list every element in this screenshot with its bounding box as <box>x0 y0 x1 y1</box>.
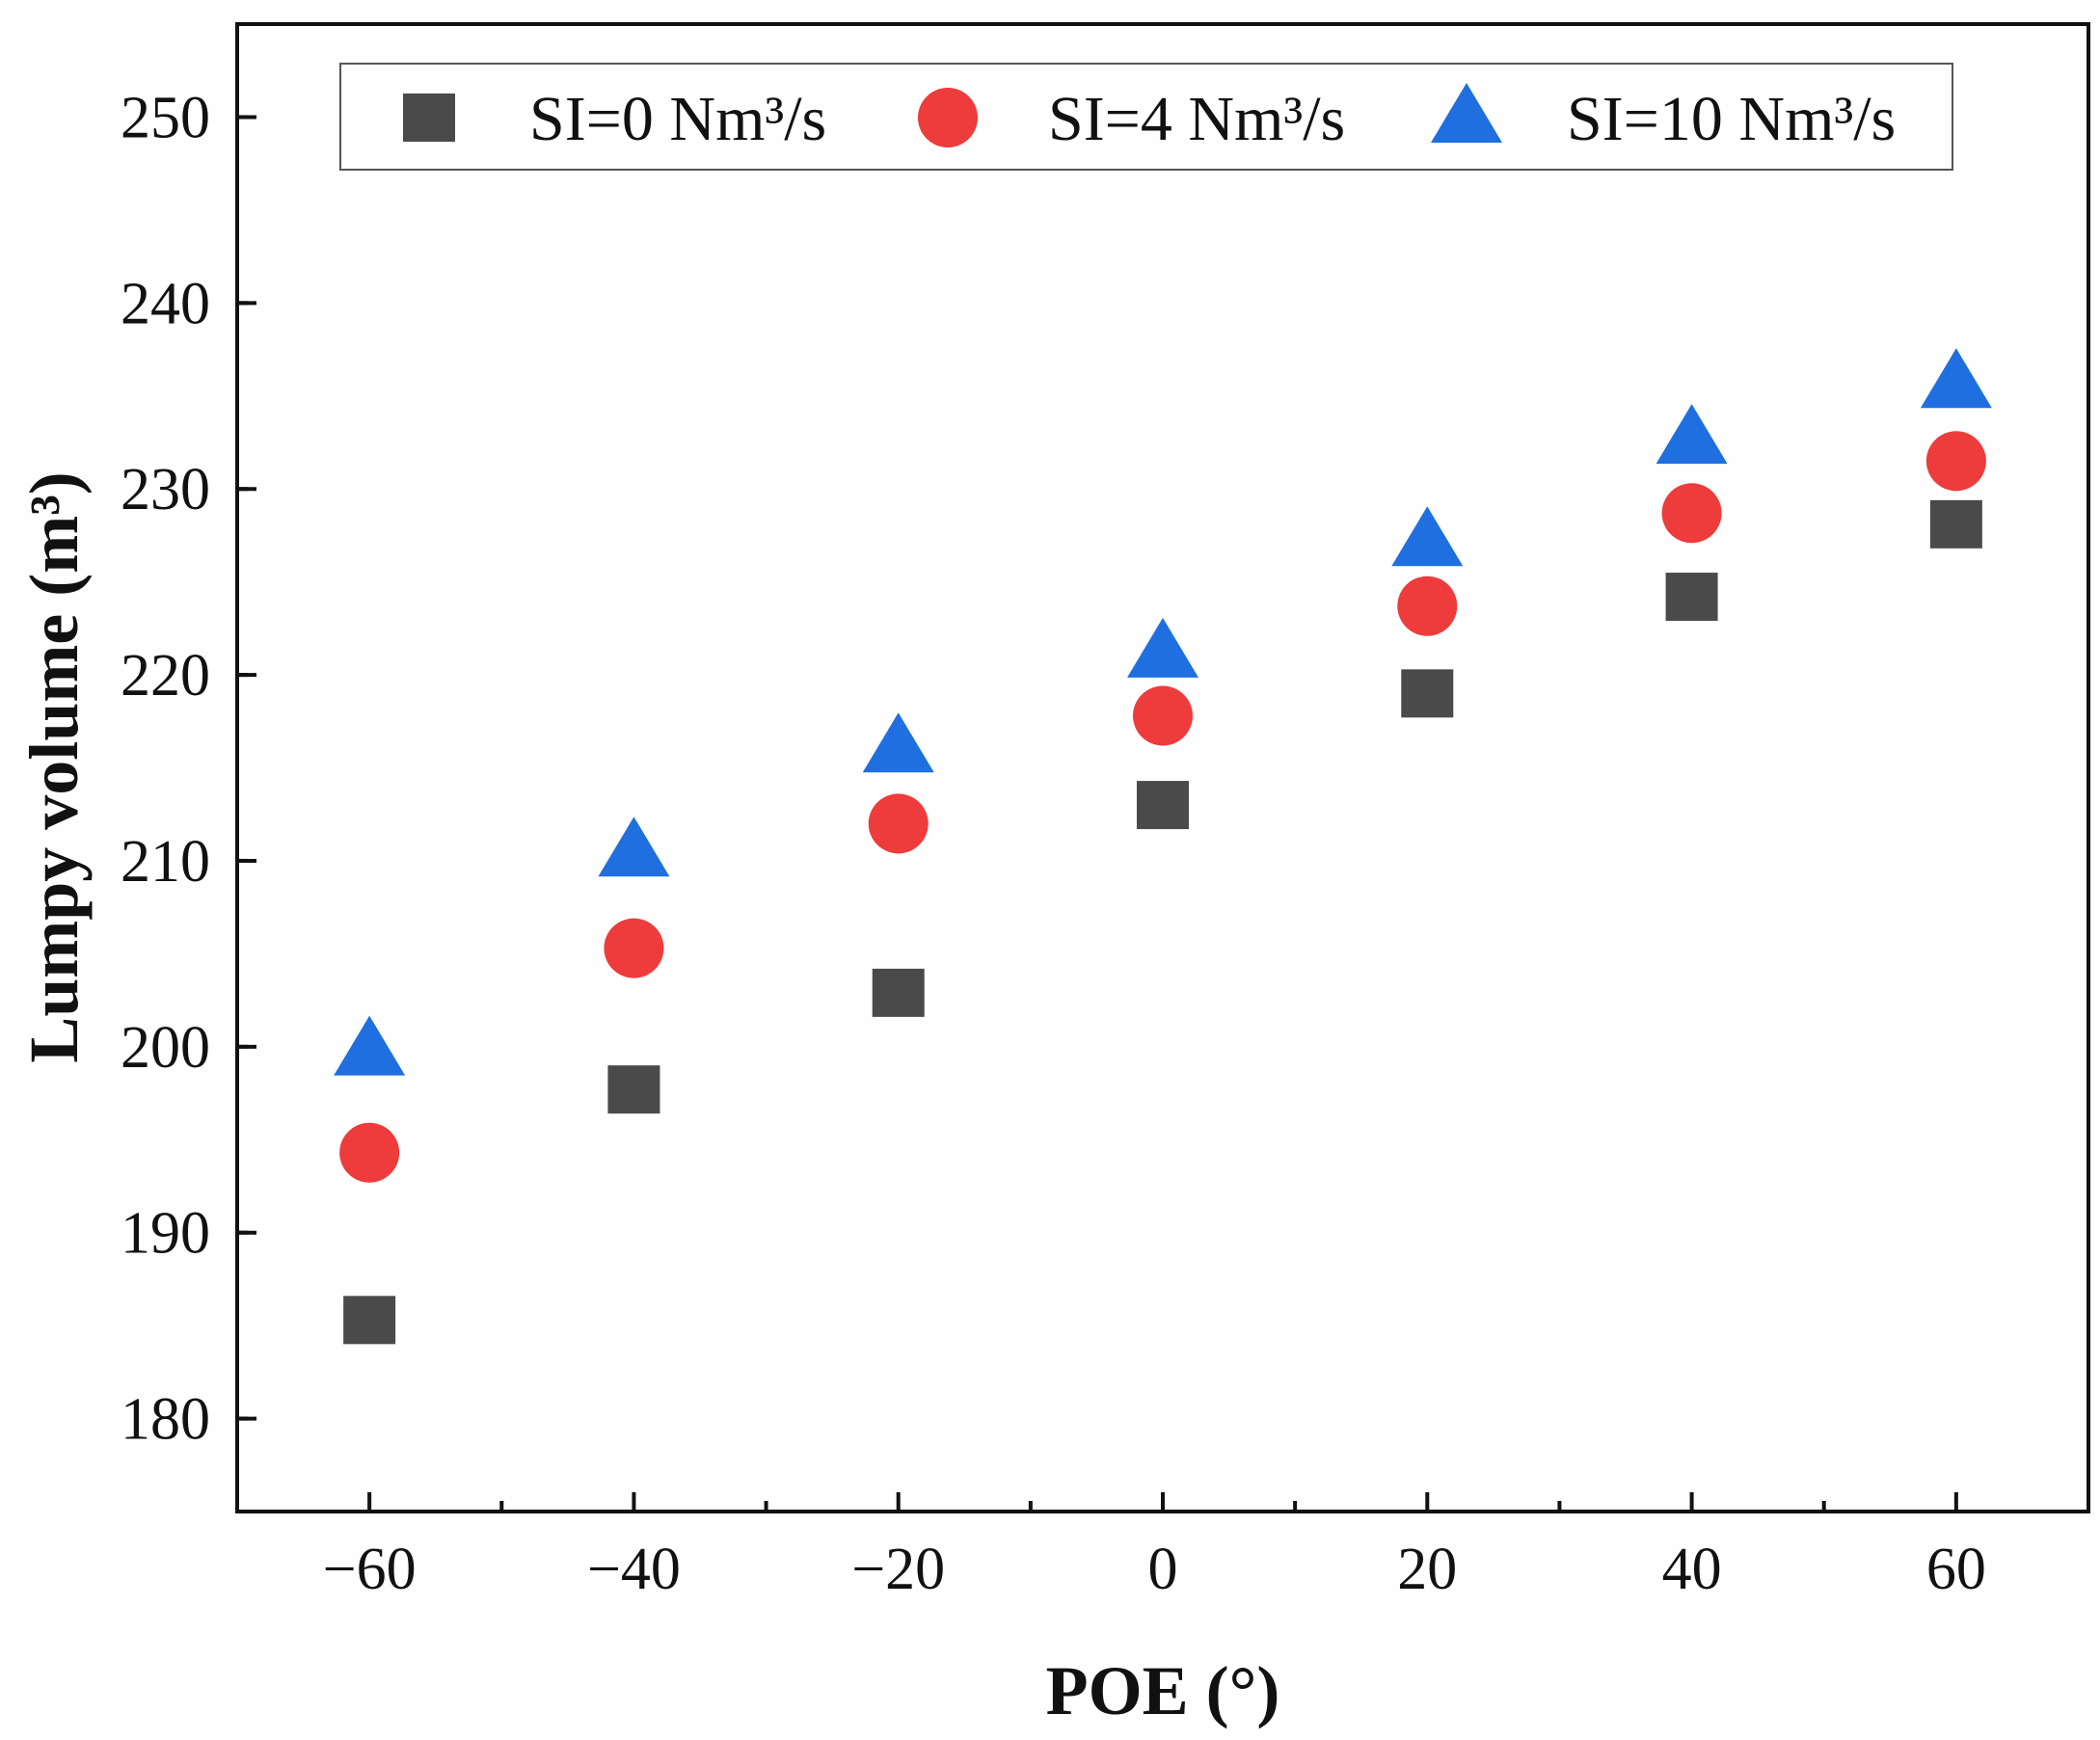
point-square <box>1665 573 1718 622</box>
legend-marker-triangle <box>1431 83 1502 143</box>
point-circle <box>1925 431 1986 492</box>
y-tick-label: 230 <box>121 457 210 522</box>
point-circle <box>1397 576 1458 636</box>
point-circle <box>1133 685 1193 746</box>
y-tick-label: 190 <box>121 1201 210 1267</box>
x-axis-title: POE (°) <box>1046 1652 1280 1729</box>
plot-area-frame <box>235 22 2090 1513</box>
x-tick-label: 40 <box>1662 1537 1722 1602</box>
x-tick-label: 0 <box>1148 1537 1178 1602</box>
y-axis-title: Lumpy volume (m³) <box>15 471 93 1063</box>
point-triangle <box>1127 617 1198 678</box>
legend-box <box>339 63 1953 171</box>
y-tick-label: 250 <box>121 85 210 150</box>
point-square <box>872 968 925 1017</box>
y-tick-label: 180 <box>121 1387 210 1453</box>
point-triangle <box>1920 348 1992 409</box>
point-circle <box>868 793 929 854</box>
legend-marker-circle <box>918 88 978 147</box>
y-tick-label: 220 <box>121 643 210 709</box>
point-square <box>1929 499 1982 549</box>
point-circle <box>604 918 664 978</box>
point-circle <box>1661 483 1722 544</box>
y-tick-label: 200 <box>121 1015 210 1081</box>
y-tick-label: 240 <box>121 271 210 336</box>
point-square <box>1401 669 1454 718</box>
legend-label: SI=0 Nm³/s <box>529 84 826 154</box>
point-triangle <box>334 1015 406 1076</box>
point-square <box>607 1065 660 1114</box>
legend-label: SI=10 Nm³/s <box>1567 84 1896 154</box>
x-tick-label: −60 <box>323 1537 417 1602</box>
legend: SI=0 Nm³/s SI=4 Nm³/s SI=10 Nm³/s <box>339 63 1953 171</box>
x-tick-label: −40 <box>587 1537 681 1602</box>
point-triangle <box>862 712 934 773</box>
point-circle <box>339 1122 400 1183</box>
point-triangle <box>1391 506 1464 567</box>
legend-marker-square <box>403 94 455 142</box>
point-square <box>1137 781 1189 830</box>
point-triangle <box>598 816 670 877</box>
x-tick-label: −20 <box>851 1537 945 1602</box>
axis-tick-labels: −60 −40 −20 0 20 40 60 180 190 200 210 220 230 240 250 <box>121 85 1986 1602</box>
legend-label: SI=4 Nm³/s <box>1048 84 1345 154</box>
x-tick-label: 20 <box>1397 1537 1457 1602</box>
x-tick-label: 60 <box>1926 1537 1986 1602</box>
axis-ticks <box>237 115 1958 1512</box>
data-markers <box>334 348 1992 1345</box>
y-tick-label: 210 <box>121 829 210 895</box>
point-square <box>343 1296 396 1345</box>
point-triangle <box>1656 404 1728 465</box>
